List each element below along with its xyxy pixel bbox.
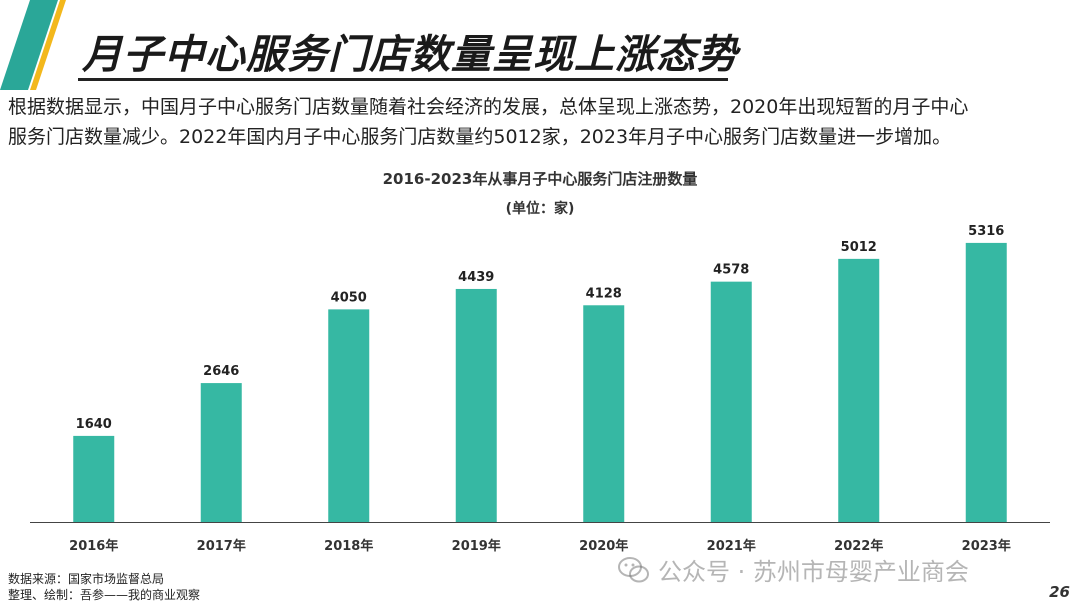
title-underline [78, 78, 728, 81]
x-tick-label-6: 2022年 [834, 538, 883, 554]
x-tick-label-7: 2023年 [962, 538, 1011, 554]
wechat-icon [618, 556, 649, 582]
page-title: 月子中心服务门店数量呈现上涨态势 [82, 32, 738, 78]
bar-2 [328, 309, 370, 522]
bar-3 [455, 288, 497, 522]
x-tick-label-4: 2020年 [579, 538, 628, 554]
x-tick-labels: 2016年 2017年 2018年 2019年 2020年 2021年 2022年 2023年 [69, 538, 1011, 554]
intro-line-2: 服务门店数量减少。2022年国内月子中心服务门店数量约5012家，2023年月子… [8, 126, 952, 148]
bar-7 [965, 242, 1007, 522]
value-label-4: 4128 [586, 286, 622, 301]
deco-teal-stripe [0, 0, 58, 90]
page-number: 26 [1049, 583, 1070, 601]
value-label-5: 4578 [713, 263, 749, 278]
watermark-text: 公众号 · 苏州市母婴产业商会 [658, 558, 969, 586]
value-label-6: 5012 [841, 240, 877, 255]
bars-group [73, 242, 1007, 522]
value-label-2: 4050 [331, 290, 367, 305]
x-tick-label-1: 2017年 [197, 538, 246, 554]
source-text: 数据来源：国家市场监督总局 [8, 572, 165, 586]
source-note: 数据来源：国家市场监督总局 整理、绘制：吾参——我的商业观察 [8, 571, 200, 603]
value-label-0: 1640 [76, 417, 112, 432]
intro-line-1: 根据数据显示，中国月子中心服务门店数量随着社会经济的发展，总体呈现上涨态势，20… [8, 96, 969, 118]
bar-0 [73, 435, 115, 522]
intro-paragraph: 根据数据显示，中国月子中心服务门店数量随着社会经济的发展，总体呈现上涨态势，20… [8, 92, 1068, 152]
corner-decoration [0, 0, 66, 90]
bar-5 [710, 281, 752, 522]
x-tick-label-3: 2019年 [452, 538, 501, 554]
bar-4 [583, 305, 625, 522]
value-labels: 1640 2646 4050 4439 4128 4578 5012 5316 [76, 224, 1005, 432]
x-tick-label-5: 2021年 [707, 538, 756, 554]
deco-yellow-stripe [30, 0, 66, 90]
value-label-7: 5316 [968, 224, 1004, 239]
bar-1 [200, 383, 242, 522]
value-label-1: 2646 [203, 364, 239, 379]
watermark: 公众号 · 苏州市母婴产业商会 [618, 552, 969, 587]
value-label-3: 4439 [458, 270, 494, 285]
compiled-text: 整理、绘制：吾参——我的商业观察 [8, 588, 201, 602]
chart-unit: (单位：家) [505, 201, 575, 217]
bar-6 [838, 258, 880, 522]
x-tick-label-2: 2018年 [324, 538, 373, 554]
chart-title: 2016-2023年从事月子中心服务门店注册数量 [382, 170, 698, 188]
x-tick-label-0: 2016年 [69, 538, 118, 554]
